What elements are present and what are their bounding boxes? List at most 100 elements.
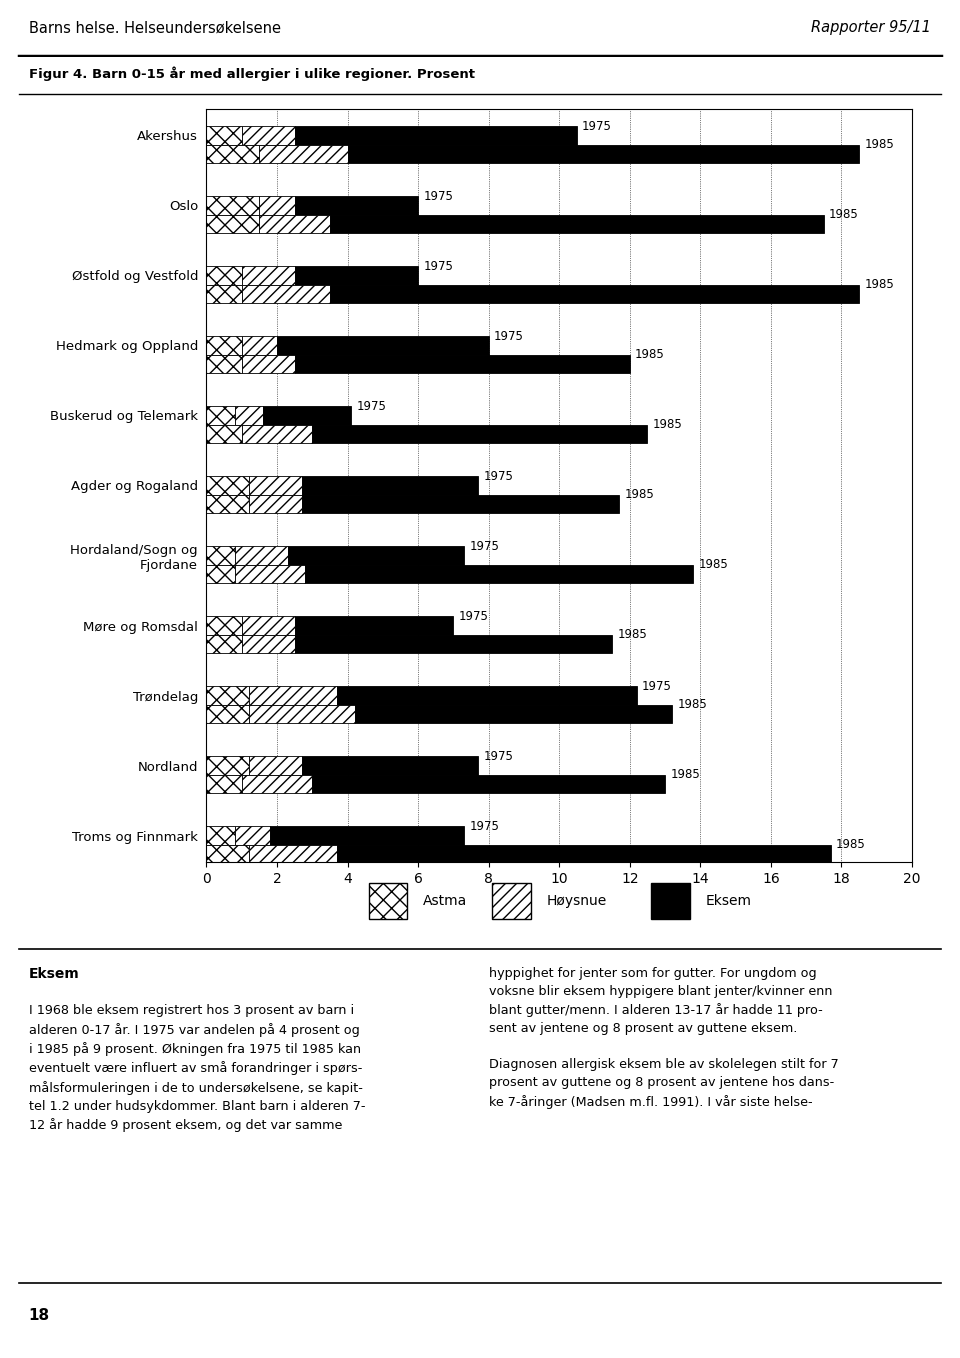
- Text: hyppighet for jenter som for gutter. For ungdom og
voksne blir eksem hyppigere b: hyppighet for jenter som for gutter. For…: [489, 967, 839, 1108]
- Text: 1975: 1975: [423, 190, 453, 202]
- Text: 1985: 1985: [617, 629, 647, 641]
- Bar: [242, 425, 312, 443]
- Bar: [234, 546, 288, 565]
- Bar: [242, 285, 330, 303]
- Text: 18: 18: [29, 1308, 50, 1323]
- Bar: [242, 617, 295, 634]
- Text: 1985: 1985: [864, 278, 894, 291]
- Bar: [234, 827, 270, 845]
- Bar: [295, 634, 612, 653]
- Bar: [249, 477, 301, 494]
- Text: 1975: 1975: [469, 540, 499, 553]
- Bar: [348, 144, 859, 163]
- Bar: [206, 126, 242, 144]
- Bar: [206, 144, 259, 163]
- Bar: [330, 215, 824, 232]
- Bar: [206, 705, 249, 722]
- Bar: [259, 215, 330, 232]
- Bar: [288, 546, 464, 565]
- Bar: [259, 197, 295, 215]
- Bar: [206, 477, 249, 494]
- Bar: [206, 266, 242, 285]
- Text: 1975: 1975: [459, 610, 489, 623]
- Bar: [206, 354, 242, 373]
- Bar: [206, 774, 242, 793]
- Text: 1985: 1985: [864, 139, 894, 151]
- Bar: [330, 285, 859, 303]
- Text: 1985: 1985: [636, 348, 665, 361]
- Bar: [249, 705, 354, 722]
- Bar: [295, 617, 453, 634]
- Bar: [651, 883, 689, 919]
- Bar: [295, 126, 577, 144]
- Bar: [301, 756, 478, 774]
- Bar: [337, 845, 830, 862]
- Text: 1985: 1985: [670, 769, 700, 781]
- Text: 1985: 1985: [624, 488, 654, 501]
- Bar: [234, 565, 305, 583]
- Text: 1985: 1985: [699, 558, 729, 572]
- Text: Barns helse. Helseundersøkelsene: Barns helse. Helseundersøkelsene: [29, 20, 280, 35]
- Text: Høysnue: Høysnue: [546, 894, 607, 909]
- Bar: [242, 634, 295, 653]
- Bar: [249, 686, 337, 705]
- Text: 1975: 1975: [356, 399, 386, 413]
- Text: Eksem: Eksem: [706, 894, 752, 909]
- Text: Rapporter 95/11: Rapporter 95/11: [811, 20, 931, 35]
- Text: 1975: 1975: [423, 259, 453, 273]
- Bar: [242, 337, 277, 354]
- Bar: [242, 266, 295, 285]
- Bar: [249, 494, 301, 513]
- Bar: [242, 354, 295, 373]
- Text: 1975: 1975: [469, 820, 499, 832]
- Bar: [301, 494, 619, 513]
- Text: 1975: 1975: [494, 330, 524, 342]
- Bar: [206, 197, 259, 215]
- Bar: [206, 215, 259, 232]
- Text: 1975: 1975: [642, 680, 672, 693]
- Bar: [312, 425, 647, 443]
- Text: Figur 4. Barn 0-15 år med allergier i ulike regioner. Prosent: Figur 4. Barn 0-15 år med allergier i ul…: [29, 67, 475, 80]
- Bar: [249, 845, 337, 862]
- Bar: [354, 705, 672, 722]
- Bar: [234, 406, 263, 425]
- Text: Eksem: Eksem: [29, 967, 80, 980]
- Bar: [305, 565, 693, 583]
- Text: 1975: 1975: [582, 120, 612, 133]
- Bar: [295, 266, 419, 285]
- Bar: [206, 285, 242, 303]
- Bar: [206, 756, 249, 774]
- Bar: [249, 756, 301, 774]
- Bar: [295, 197, 419, 215]
- Text: 1985: 1985: [836, 838, 866, 851]
- Bar: [206, 827, 234, 845]
- Text: 1975: 1975: [483, 470, 514, 483]
- Bar: [206, 634, 242, 653]
- Text: 1985: 1985: [829, 208, 859, 221]
- Bar: [337, 686, 636, 705]
- Bar: [259, 144, 348, 163]
- Text: I 1968 ble eksem registrert hos 3 prosent av barn i
alderen 0-17 år. I 1975 var : I 1968 ble eksem registrert hos 3 prosen…: [29, 1004, 366, 1133]
- Bar: [206, 425, 242, 443]
- Text: Astma: Astma: [423, 894, 468, 909]
- Bar: [206, 406, 234, 425]
- Bar: [492, 883, 531, 919]
- Bar: [312, 774, 665, 793]
- Bar: [242, 774, 312, 793]
- Bar: [206, 494, 249, 513]
- Bar: [295, 354, 630, 373]
- Text: 1975: 1975: [483, 750, 514, 763]
- Bar: [301, 477, 478, 494]
- Bar: [206, 337, 242, 354]
- Bar: [242, 126, 295, 144]
- Bar: [206, 546, 234, 565]
- Bar: [263, 406, 351, 425]
- Bar: [206, 565, 234, 583]
- Text: 1985: 1985: [678, 698, 708, 712]
- Bar: [270, 827, 464, 845]
- Bar: [206, 617, 242, 634]
- Bar: [277, 337, 489, 354]
- Bar: [206, 686, 249, 705]
- Bar: [206, 845, 249, 862]
- Bar: [369, 883, 407, 919]
